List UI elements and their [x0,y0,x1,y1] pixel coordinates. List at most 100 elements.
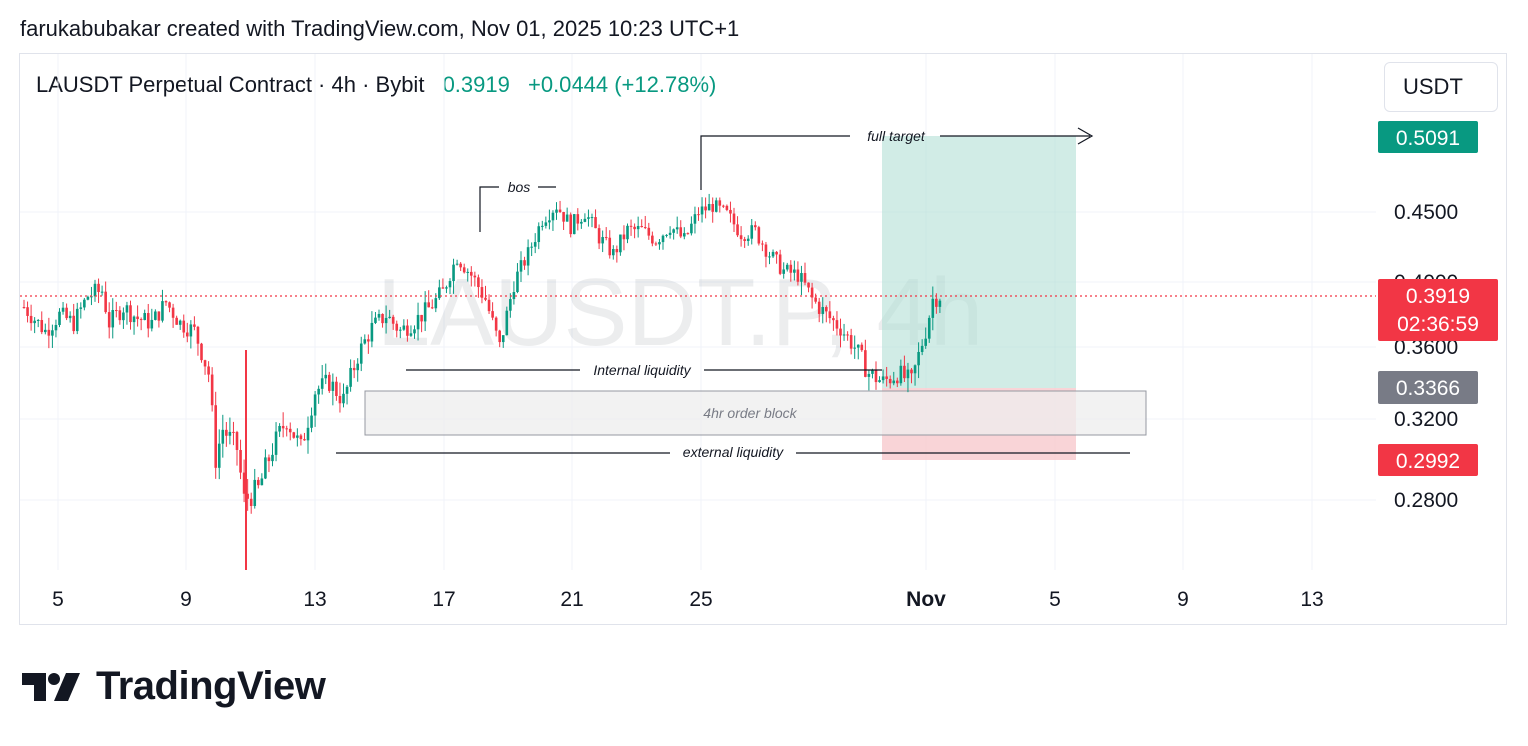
candle-body [186,332,189,337]
candle [821,297,825,324]
candle [544,216,548,229]
candle [303,432,306,441]
stop-price-label: 0.2992 [1396,450,1460,473]
candle-body [633,226,636,230]
candle-body [825,307,828,312]
candle [253,468,257,509]
candle-body [416,314,420,330]
candle-body [104,291,107,313]
candle-body [842,334,846,336]
candle-body [899,365,903,384]
candle-body [846,334,849,336]
candle [320,365,324,395]
candle [530,242,533,257]
candle-body [352,367,356,371]
candle-body [888,378,892,384]
candle [473,271,477,287]
candle [189,320,193,349]
symbol-title[interactable]: LAUSDT Perpetual Contract · 4h · Bybit [36,72,425,97]
candle-body [622,234,626,240]
candle-body [541,225,544,227]
candle [814,293,817,304]
candle-body [590,217,594,219]
candle-body [516,271,519,293]
candle-body [548,220,551,223]
candle-body [193,324,196,327]
candle-body [306,427,310,441]
candle [391,314,395,330]
currency-button[interactable]: USDT [1384,62,1498,112]
candle [846,331,849,341]
candle [285,425,288,437]
target-price-label-bg [1378,121,1478,153]
candle-body [881,376,885,381]
candle [68,311,72,323]
candle [100,285,104,296]
candle-body [856,344,860,348]
candle-body [161,301,164,321]
candle-body [448,281,452,288]
candle [697,207,700,221]
candle-body [438,287,441,299]
candle [764,241,768,268]
candle-body [612,249,615,256]
x-tick-label: Nov [906,588,946,611]
x-tick-label: 5 [1049,588,1061,611]
candle-body [778,254,782,274]
candle-body [253,479,257,506]
candle-body [803,273,807,283]
candle [487,294,491,314]
x-tick-label: 17 [432,588,455,611]
candle [693,206,697,234]
candle [345,384,349,405]
candle [132,315,136,335]
candle-body [477,277,480,288]
candle [306,416,310,454]
candle [672,228,675,240]
y-tick-label: 0.3200 [1394,408,1458,431]
candle [352,360,356,379]
candle-body [157,311,161,321]
candle-body [523,260,526,266]
candle-body [924,338,927,346]
candle [711,197,714,223]
candle-body [665,234,668,236]
order-block-box[interactable] [364,390,1147,436]
candle [714,197,718,213]
candle-body [260,478,264,486]
candle [509,293,512,318]
symbol-header: LAUSDT Perpetual Contract · 4h · Bybit 0… [36,72,716,98]
candle-body [249,498,253,506]
chart-frame[interactable] [19,53,1507,625]
candle-body [90,296,93,298]
candle [111,298,115,339]
candle [604,227,608,241]
candle [186,322,189,343]
candle-body [530,246,533,248]
price-change: +0.0444 (+12.78%) [527,72,717,97]
candle [878,376,881,383]
x-tick-label: 21 [560,588,583,611]
candle [384,305,388,334]
candle [232,421,235,446]
candle [328,371,331,393]
candle-body [324,374,328,379]
candle [470,266,473,287]
candle [430,299,434,310]
candle [299,433,303,446]
candle [388,309,391,319]
candle [459,262,462,272]
candle [718,197,722,213]
candle [260,473,264,486]
candle-body [150,319,154,329]
candle [193,316,196,331]
candle [842,323,846,341]
candle [594,209,597,229]
candle-body [86,296,90,300]
candle [885,366,888,387]
candle [778,249,782,276]
candle-body [700,206,704,215]
candle-body [892,380,896,384]
target-zone[interactable] [882,136,1076,388]
